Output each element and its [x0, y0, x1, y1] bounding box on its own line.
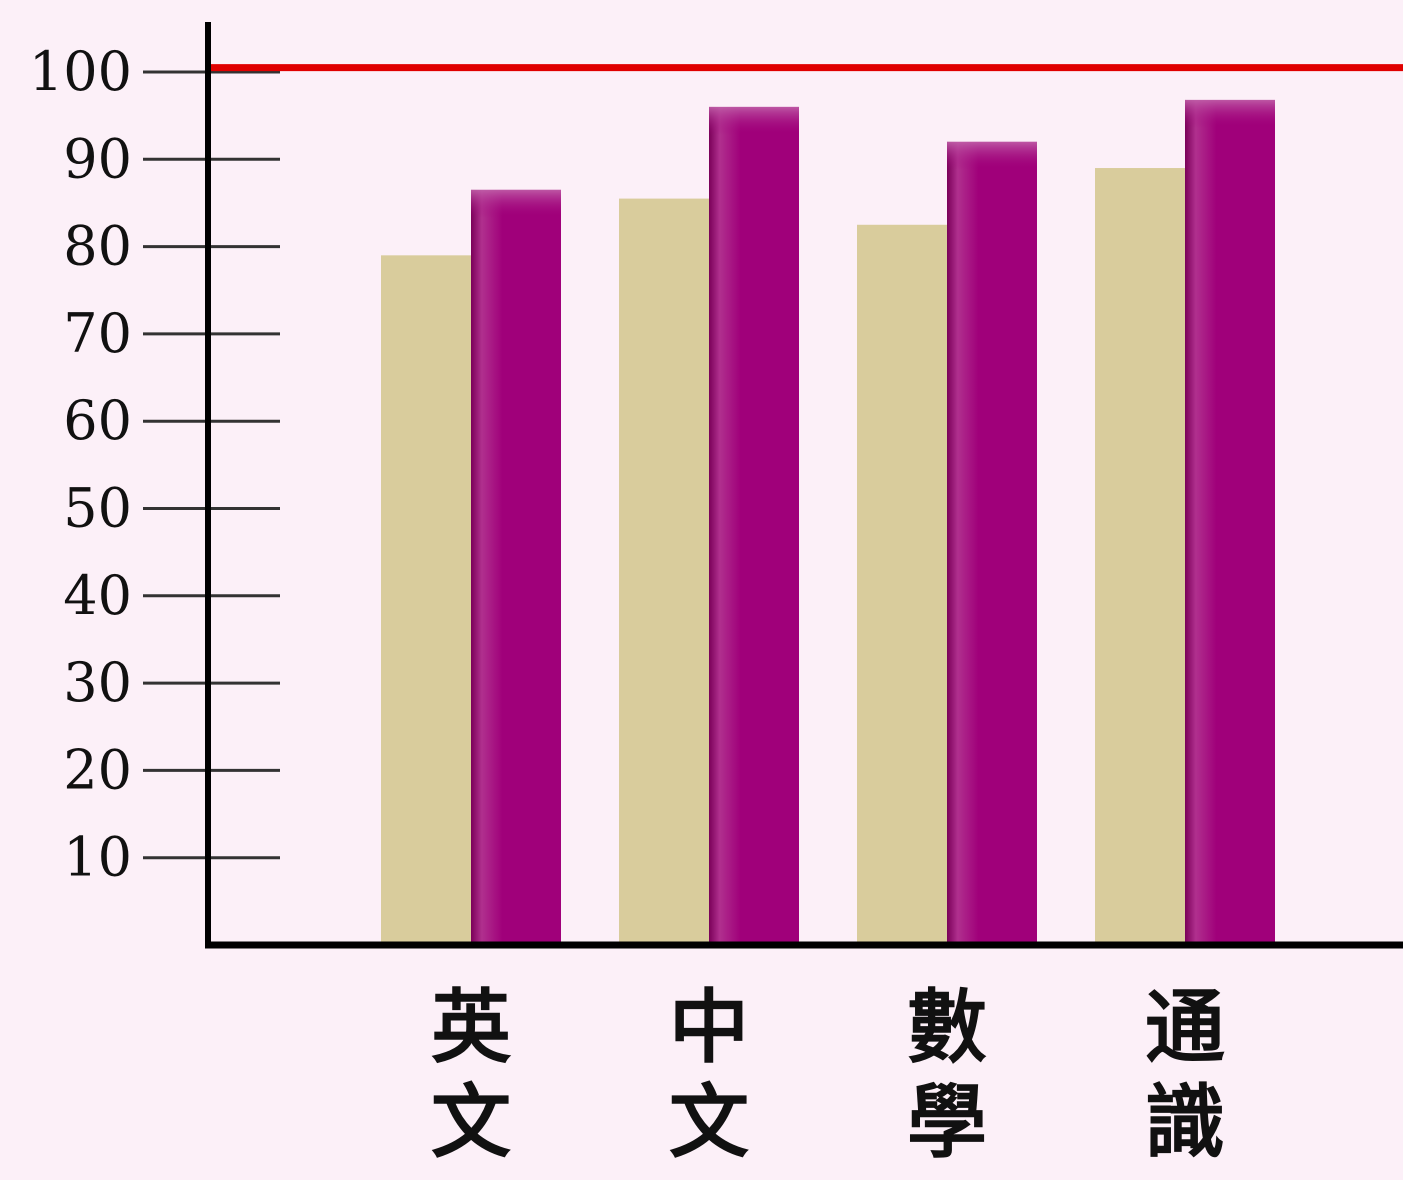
y-tick-label: 70	[63, 302, 132, 365]
bar-series-2-highlight	[709, 106, 799, 135]
bar-series-2	[1185, 99, 1275, 946]
x-category-label: 英文	[431, 980, 512, 1169]
y-tick-label: 40	[63, 564, 132, 627]
y-tick-label: 30	[63, 651, 132, 714]
bar-series-2-highlight	[471, 189, 561, 218]
bar-series-2	[471, 189, 561, 946]
bar-series-2	[709, 106, 799, 946]
y-tick-label: 60	[63, 389, 132, 452]
bar-series-2-highlight	[947, 141, 1037, 170]
bar-series-1	[1095, 168, 1185, 945]
bar-series-1	[619, 198, 709, 945]
x-category-label: 通識	[1145, 980, 1225, 1169]
y-tick-label: 90	[63, 127, 132, 190]
y-tick-label: 100	[29, 40, 132, 103]
x-category-label: 數學	[907, 980, 987, 1169]
bar-series-1	[381, 255, 471, 945]
bar-series-2	[947, 141, 1037, 946]
y-tick-label: 80	[63, 215, 132, 278]
y-tick-label: 20	[63, 738, 132, 801]
bar-series-2-highlight	[1185, 99, 1275, 128]
x-category-label: 中文	[669, 980, 749, 1169]
bar-series-1	[857, 224, 947, 945]
y-tick-label: 50	[63, 477, 132, 540]
y-tick-label: 10	[63, 826, 132, 889]
